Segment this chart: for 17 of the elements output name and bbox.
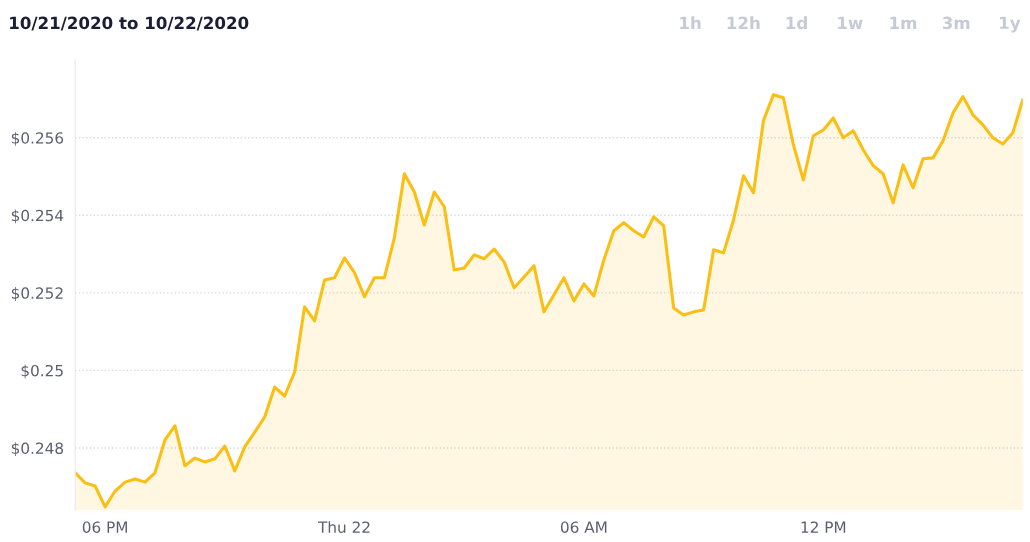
text: 1m [890, 16, 917, 29]
y-tick-label: $0.248 [11, 442, 64, 457]
y-tick-label: $0.256 [11, 131, 64, 146]
chart-title: 10/21/2020 to 10/22/2020 [10, 16, 249, 31]
y-tick-label: $0.254 [11, 209, 64, 224]
text: 1h [680, 16, 701, 29]
y-tick-label: $0.25 [21, 364, 63, 379]
x-tick-label: 06 PM [82, 521, 127, 533]
y-tick-label: $0.252 [11, 287, 63, 301]
x-tick-label: Thu 22 [317, 521, 370, 533]
x-tick-label: 12 PM [801, 521, 846, 533]
x-tick-label: 06 AM [560, 521, 607, 533]
text: 1y [1000, 16, 1021, 33]
text: 1w [838, 16, 863, 29]
text: 1d [786, 16, 807, 30]
text: 3m [942, 16, 970, 30]
text: 12h [727, 16, 760, 29]
